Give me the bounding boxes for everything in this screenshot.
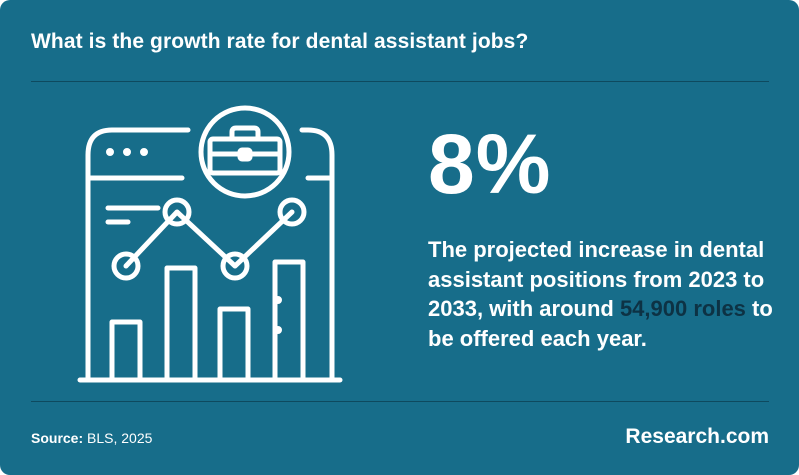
stat-highlight: 54,900 roles <box>619 296 746 321</box>
stat-description-text-end: to be offered each year. <box>428 296 773 351</box>
brand-logo: Research.com <box>625 425 769 448</box>
stat-description: The projected increase in dental assista… <box>428 235 778 353</box>
source-citation: Source: BLS, 2025 <box>31 430 152 446</box>
source-value: BLS, 2025 <box>83 430 153 446</box>
stat-value: 8% <box>428 117 552 211</box>
stat-description-text: The projected increase in dental assista… <box>428 237 765 321</box>
bottom-divider <box>31 401 769 402</box>
analytics-briefcase-icon <box>77 105 343 383</box>
page-title: What is the growth rate for dental assis… <box>31 30 529 53</box>
top-divider <box>31 81 769 82</box>
source-label: Source: <box>31 430 84 446</box>
